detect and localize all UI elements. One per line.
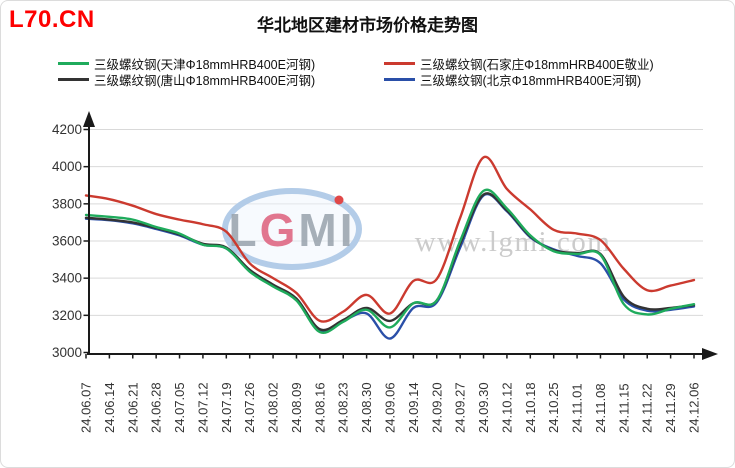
y-tick-label: 3000 xyxy=(52,345,82,360)
x-tick-label: 24.09.14 xyxy=(406,382,421,433)
x-tick-label: 24.10.18 xyxy=(523,382,538,433)
watermark-logo-text: LGMI xyxy=(229,204,356,256)
watermark-oval xyxy=(222,188,362,270)
x-tick-label: 24.12.06 xyxy=(687,382,702,433)
lgmi-watermark-logo: LGMI xyxy=(222,188,362,270)
x-tick-label: 24.09.20 xyxy=(429,382,444,433)
y-tick-label: 4000 xyxy=(52,159,82,174)
x-tick-label: 24.10.25 xyxy=(546,382,561,433)
y-tick-label: 4200 xyxy=(52,122,82,137)
legend-item-tangshan: 三级螺纹钢(唐山Φ18mmHRB400E河钢) xyxy=(58,72,384,88)
legend-swatch-red xyxy=(384,62,415,65)
legend-swatch-blue xyxy=(384,78,415,81)
x-tick-label: 24.07.12 xyxy=(195,382,210,433)
legend-label-beijing: 三级螺纹钢(北京Φ18mmHRB400E河钢) xyxy=(420,74,642,88)
x-tick-label: 24.09.27 xyxy=(453,382,468,433)
x-tick-label: 24.06.07 xyxy=(79,382,94,433)
x-tick-label: 24.11.29 xyxy=(663,383,678,433)
x-tick-label: 24.08.16 xyxy=(312,382,327,433)
x-tick-label: 24.08.23 xyxy=(336,382,351,433)
site-watermark-label: L70.CN xyxy=(9,6,95,33)
x-tick-label: 24.11.15 xyxy=(616,383,631,433)
chart-title: 华北地区建材市场价格走势图 xyxy=(257,16,478,35)
legend-label-tangshan: 三级螺纹钢(唐山Φ18mmHRB400E河钢) xyxy=(94,74,316,88)
x-tick-label: 24.11.08 xyxy=(593,383,608,433)
y-axis-arrow-icon xyxy=(83,111,95,127)
x-tick-label: 24.07.26 xyxy=(242,382,257,433)
legend-item-shijiazhuang: 三级螺纹钢(石家庄Φ18mmHRB400E敬业) xyxy=(384,56,654,72)
legend-label-tianjin: 三级螺纹钢(天津Φ18mmHRB400E河钢) xyxy=(94,58,316,72)
y-tick-label: 3800 xyxy=(52,196,82,211)
x-tick-label: 24.10.12 xyxy=(499,382,514,433)
watermark-dot xyxy=(334,195,344,205)
x-tick-label: 24.06.28 xyxy=(149,382,164,433)
legend-item-tianjin: 三级螺纹钢(天津Φ18mmHRB400E河钢) xyxy=(58,56,384,72)
x-tick-label: 24.09.30 xyxy=(476,382,491,433)
legend-swatch-green xyxy=(58,62,89,65)
legend-swatch-black xyxy=(58,78,89,81)
x-tick-label: 24.08.30 xyxy=(359,382,374,433)
x-tick-label: 24.09.06 xyxy=(383,382,398,433)
x-tick-label: 24.08.09 xyxy=(289,382,304,433)
x-tick-label: 24.07.19 xyxy=(219,382,234,433)
x-tick-label: 24.06.14 xyxy=(102,382,117,433)
x-tick-label: 24.11.22 xyxy=(640,383,655,433)
legend-item-beijing: 三级螺纹钢(北京Φ18mmHRB400E河钢) xyxy=(384,72,654,88)
x-tick-label: 24.11.01 xyxy=(570,383,585,433)
series-line-0 xyxy=(84,188,696,334)
chart-legend: 三级螺纹钢(天津Φ18mmHRB400E河钢) 三级螺纹钢(石家庄Φ18mmHR… xyxy=(58,56,654,88)
y-tick-label: 3400 xyxy=(52,271,82,286)
x-tick-label: 24.06.21 xyxy=(125,382,140,433)
y-tick-label: 3600 xyxy=(52,234,82,249)
x-tick-label: 24.08.02 xyxy=(266,382,281,433)
x-tick-label: 24.07.05 xyxy=(172,382,187,433)
series-line-2 xyxy=(84,192,696,332)
series-line-1 xyxy=(84,155,696,323)
series-line-3 xyxy=(84,192,696,340)
x-axis-arrow-icon xyxy=(702,348,718,360)
legend-label-shijiazhuang: 三级螺纹钢(石家庄Φ18mmHRB400E敬业) xyxy=(420,58,654,72)
y-tick-label: 3200 xyxy=(52,308,82,323)
